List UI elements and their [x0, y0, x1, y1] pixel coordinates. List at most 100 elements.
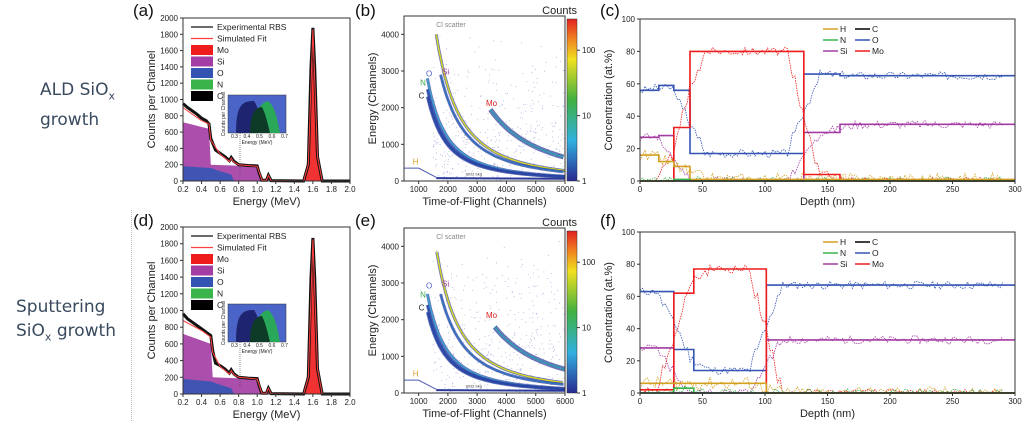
- noise-dot: [550, 312, 552, 314]
- noise-dot: [434, 140, 436, 142]
- noise-dot: [439, 144, 441, 146]
- noise-dot: [535, 313, 537, 315]
- noise-dot: [506, 297, 508, 299]
- legend-swatch-c: [191, 300, 213, 310]
- x-axis-label: Time-of-Flight (Channels): [422, 408, 546, 420]
- noise-dot: [465, 143, 467, 145]
- noise-dot: [471, 105, 473, 107]
- noise-dot: [461, 264, 463, 266]
- noise-dot: [469, 151, 471, 153]
- noise-dot: [485, 348, 487, 350]
- noise-dot: [446, 48, 448, 50]
- noise-dot: [487, 351, 489, 353]
- inset-y-label: Counts per Channel: [221, 92, 227, 136]
- noise-dot: [486, 257, 488, 259]
- curve-si: [439, 74, 564, 173]
- noise-dot: [552, 356, 554, 358]
- x-tick-label: 0.4: [196, 398, 208, 407]
- y-tick-label: 0: [395, 389, 400, 398]
- noise-dot: [487, 113, 489, 115]
- x-axis-label: Energy (MeV): [233, 409, 301, 421]
- y-tick-label: 1000: [381, 140, 399, 149]
- x-axis-label: Depth (nm): [800, 196, 855, 208]
- noise-dot: [494, 162, 496, 164]
- noise-dot: [503, 246, 505, 248]
- noise-dot: [463, 140, 465, 142]
- y-tick-label: 200: [165, 373, 179, 382]
- noise-dot: [453, 74, 455, 76]
- noise-dot: [522, 364, 524, 366]
- noise-dot: [507, 286, 509, 288]
- noise-dot: [529, 105, 531, 107]
- noise-dot: [490, 139, 492, 141]
- noise-dot: [433, 66, 435, 68]
- noise-dot: [455, 298, 457, 300]
- noise-dot: [481, 349, 483, 351]
- y-tick-label: 1400: [160, 63, 178, 72]
- noise-dot: [533, 131, 535, 133]
- noise-dot: [521, 293, 523, 295]
- noise-dot: [494, 141, 496, 143]
- noise-dot: [489, 292, 491, 294]
- x-tick-label: 0: [638, 397, 643, 406]
- noise-dot: [510, 140, 512, 142]
- noise-dot: [474, 382, 476, 384]
- noise-dot: [447, 121, 449, 123]
- noise-dot: [450, 297, 452, 299]
- panel-label: (c): [600, 1, 620, 20]
- noise-dot: [529, 277, 531, 279]
- y-tick-label: 600: [165, 340, 179, 349]
- noise-dot: [456, 175, 458, 177]
- x-tick-label: 100: [758, 185, 772, 194]
- noise-dot: [502, 100, 504, 102]
- noise-dot: [551, 122, 553, 124]
- noise-dot: [492, 82, 494, 84]
- x-tick-label: 1.0: [252, 185, 264, 194]
- row-label-ald-line2: growth: [40, 110, 100, 131]
- noise-dot: [447, 153, 449, 155]
- x-tick-label: 0.6: [215, 185, 227, 194]
- noise-dot: [532, 300, 534, 302]
- noise-dot: [546, 155, 548, 157]
- noise-dot: [514, 334, 516, 336]
- noise-dot: [542, 171, 544, 173]
- noise-dot: [518, 326, 520, 328]
- legend-label: O: [217, 277, 224, 287]
- noise-dot: [531, 111, 533, 113]
- noise-dot: [511, 292, 513, 294]
- legend-label: Simulated Fit: [217, 34, 267, 44]
- noise-dot: [497, 164, 499, 166]
- noise-dot: [520, 146, 522, 148]
- noise-dot: [506, 140, 508, 142]
- noise-dot: [554, 293, 556, 295]
- noise-dot: [461, 308, 463, 310]
- row-label-ald-sub: x: [108, 89, 116, 103]
- noise-dot: [526, 81, 528, 83]
- noise-dot: [534, 150, 536, 152]
- noise-dot: [529, 346, 531, 348]
- noise-dot: [552, 346, 554, 348]
- annotation-sio2-bkg: SiO2 bkg: [465, 384, 481, 389]
- noise-dot: [506, 147, 508, 149]
- noise-dot: [488, 357, 490, 359]
- legend-swatch-o: [191, 68, 213, 78]
- noise-dot: [520, 112, 522, 114]
- noise-dot: [445, 64, 447, 66]
- chart-panel-f: H C N O Si Mo (f) 0 50 100 150 200 250 300 0 20 40 60 80 10…: [600, 211, 1022, 420]
- legend-swatch-mo: [191, 254, 213, 264]
- noise-dot: [516, 369, 518, 371]
- noise-dot: [488, 352, 490, 354]
- noise-dot: [509, 388, 511, 390]
- noise-dot: [534, 132, 536, 134]
- noise-dot: [469, 356, 471, 358]
- noise-dot: [534, 86, 536, 88]
- noise-dot: [467, 276, 469, 278]
- noise-dot: [485, 69, 487, 71]
- noise-dot: [480, 172, 482, 174]
- noise-dot: [449, 172, 451, 174]
- noise-dot: [515, 150, 517, 152]
- x-tick-label: 2.0: [344, 398, 356, 407]
- measured-o: [639, 280, 1003, 375]
- noise-dot: [555, 122, 557, 124]
- noise-dot: [451, 155, 453, 157]
